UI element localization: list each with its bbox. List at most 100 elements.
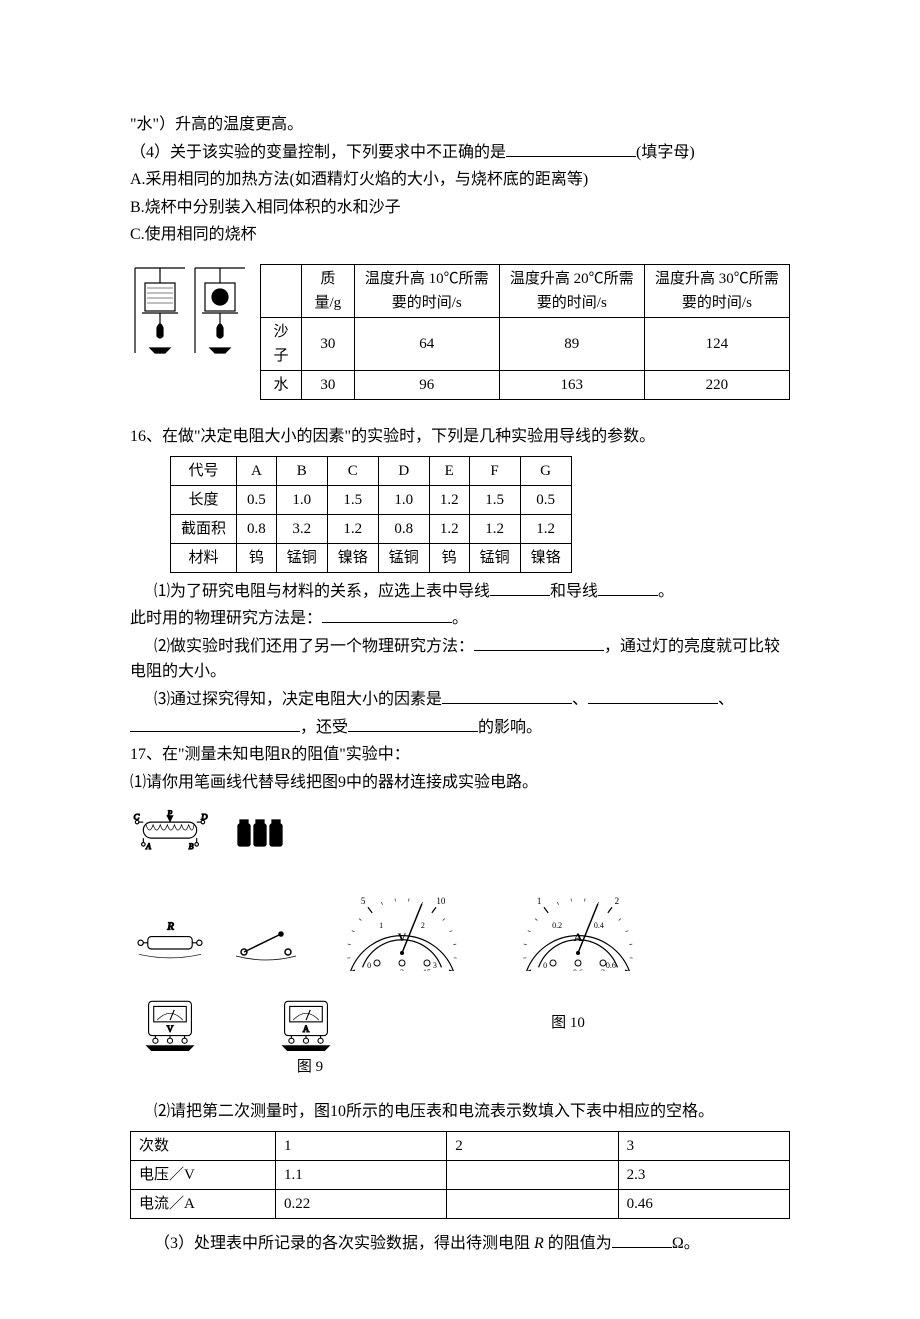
table-row: 电压／V 1.1 2.3 xyxy=(131,1160,790,1189)
blank[interactable] xyxy=(588,687,718,704)
cell: 1.5 xyxy=(327,485,378,514)
cell: 89 xyxy=(499,317,644,370)
blank[interactable] xyxy=(322,606,452,623)
rheostat-icon: C D A B P xyxy=(130,801,210,861)
cell: 1.1 xyxy=(275,1160,446,1189)
cell: 材料 xyxy=(171,543,237,572)
resistor-icon: R xyxy=(130,911,210,971)
text: 、 xyxy=(572,691,588,708)
fig9-label: 图 9 xyxy=(210,1055,410,1079)
cell: 3 xyxy=(618,1131,789,1160)
cell-blank[interactable] xyxy=(447,1160,618,1189)
table-row: 材料 钨 锰铜 镍铬 锰铜 钨 锰铜 镍铬 xyxy=(171,543,572,572)
cell: 镍铬 xyxy=(520,543,571,572)
q15-sub4: （4）关于该实验的变量控制，下列要求中不正确的是(填字母) xyxy=(130,140,790,166)
svg-text:0: 0 xyxy=(515,971,520,972)
cell-blank[interactable] xyxy=(447,1189,618,1218)
cell: 锰铜 xyxy=(378,543,429,572)
th-blank xyxy=(261,264,302,317)
q16-table: 代号 A B C D E F G 长度 0.5 1.0 1.5 1.0 1.2 … xyxy=(170,456,572,573)
cell: 1 xyxy=(275,1131,446,1160)
table-row: 沙子 30 64 89 124 xyxy=(261,317,790,370)
svg-text:D: D xyxy=(200,812,208,822)
svg-text:3: 3 xyxy=(601,968,605,971)
text: Ω。 xyxy=(672,1235,700,1252)
cell: G xyxy=(520,456,571,485)
th-t30: 温度升高 30℃所需要的时间/s xyxy=(644,264,789,317)
text: ⑵做实验时我们还用了另一个物理研究方法： xyxy=(154,638,474,655)
cell: F xyxy=(469,456,520,485)
cell: 1.5 xyxy=(469,485,520,514)
blank[interactable] xyxy=(130,715,300,732)
blank[interactable] xyxy=(474,634,604,651)
table-row: 截面积 0.8 3.2 1.2 0.8 1.2 1.2 1.2 xyxy=(171,514,572,543)
cell: B xyxy=(276,456,327,485)
blank[interactable] xyxy=(442,687,572,704)
q15-figure-row: 质量/g 温度升高 10℃所需要的时间/s 温度升高 20℃所需要的时间/s 温… xyxy=(130,258,790,406)
th-mass: 质量/g xyxy=(302,264,355,317)
th-t10: 温度升高 10℃所需要的时间/s xyxy=(354,264,499,317)
text: 和导线 xyxy=(550,583,598,600)
cell: 1.2 xyxy=(327,514,378,543)
text: ⑶通过探究得知，决定电阻大小的因素是 xyxy=(154,691,442,708)
cell: 钨 xyxy=(429,543,469,572)
svg-text:-: - xyxy=(552,968,555,971)
svg-text:0: 0 xyxy=(543,961,547,970)
cell: 30 xyxy=(302,370,355,399)
cell: 0.46 xyxy=(618,1189,789,1218)
svg-text:3: 3 xyxy=(400,968,404,971)
voltmeter-icon: V xyxy=(130,991,210,1051)
cell: 220 xyxy=(644,370,789,399)
th-t20: 温度升高 20℃所需要的时间/s xyxy=(499,264,644,317)
table-row: 水 30 96 163 220 xyxy=(261,370,790,399)
svg-text:10: 10 xyxy=(436,896,446,906)
cell: 2.3 xyxy=(618,1160,789,1189)
ammeter-icon: A xyxy=(266,991,346,1051)
cell: 长度 xyxy=(171,485,237,514)
cell: 锰铜 xyxy=(469,543,520,572)
cell: 64 xyxy=(354,317,499,370)
blank[interactable] xyxy=(612,1231,672,1248)
resistor-label: R xyxy=(166,922,174,933)
svg-text:A: A xyxy=(303,1025,310,1035)
q15-opt-a: A.采用相同的加热方法(如酒精灯火焰的大小，与烧杯底的距离等) xyxy=(130,167,790,193)
apparatus-diagram xyxy=(130,258,250,358)
q15-tail: "水"）升高的温度更高。 xyxy=(130,112,790,138)
svg-text:V: V xyxy=(398,930,407,944)
blank[interactable] xyxy=(348,715,478,732)
q17-sub2: ⑵请把第二次测量时，图10所示的电压表和电流表示数填入下表中相应的空格。 xyxy=(130,1099,790,1125)
svg-text:-: - xyxy=(376,968,379,971)
cell: C xyxy=(327,456,378,485)
table-row: 长度 0.5 1.0 1.5 1.0 1.2 1.5 0.5 xyxy=(171,485,572,514)
cell: D xyxy=(378,456,429,485)
q17-sub3: （3）处理表中所记录的各次实验数据，得出待测电阻 R 的阻值为Ω。 xyxy=(130,1231,790,1257)
blank[interactable] xyxy=(598,579,658,596)
svg-text:3: 3 xyxy=(637,971,642,972)
q15-opt-b: B.烧杯中分别装入相同体积的水和沙子 xyxy=(130,195,790,221)
cell: 0.8 xyxy=(237,514,277,543)
cell: 电压／V xyxy=(131,1160,276,1189)
q16-stem: 16、在做"决定电阻大小的因素"的实验时，下列是几种实验用导线的参数。 xyxy=(130,424,790,450)
text: 、 xyxy=(718,691,734,708)
blank[interactable] xyxy=(490,579,550,596)
svg-text:3: 3 xyxy=(433,961,437,970)
cell: 锰铜 xyxy=(276,543,327,572)
text: （3）处理表中所记录的各次实验数据，得出待测电阻 xyxy=(154,1235,530,1252)
cell: 2 xyxy=(447,1131,618,1160)
svg-text:15: 15 xyxy=(459,971,469,972)
q17-sub1: ⑴请你用笔画线代替导线把图9中的器材连接成实验电路。 xyxy=(130,770,790,796)
svg-text:2: 2 xyxy=(615,896,620,906)
text: 。 xyxy=(658,583,674,600)
cell: 1.0 xyxy=(276,485,327,514)
svg-text:0: 0 xyxy=(367,961,371,970)
q15-sub4-blank[interactable] xyxy=(506,140,636,157)
cell: 镍铬 xyxy=(327,543,378,572)
text: 。 xyxy=(452,610,468,627)
table-row: 代号 A B C D E F G xyxy=(171,456,572,485)
cell: 1.2 xyxy=(469,514,520,543)
q15-heat-table: 质量/g 温度升高 10℃所需要的时间/s 温度升高 20℃所需要的时间/s 温… xyxy=(260,264,790,400)
cell: 124 xyxy=(644,317,789,370)
svg-text:1: 1 xyxy=(379,921,383,930)
q16-sub3-line1: ⑶通过探究得知，决定电阻大小的因素是 、 、 xyxy=(130,687,790,713)
svg-text:1: 1 xyxy=(537,896,542,906)
